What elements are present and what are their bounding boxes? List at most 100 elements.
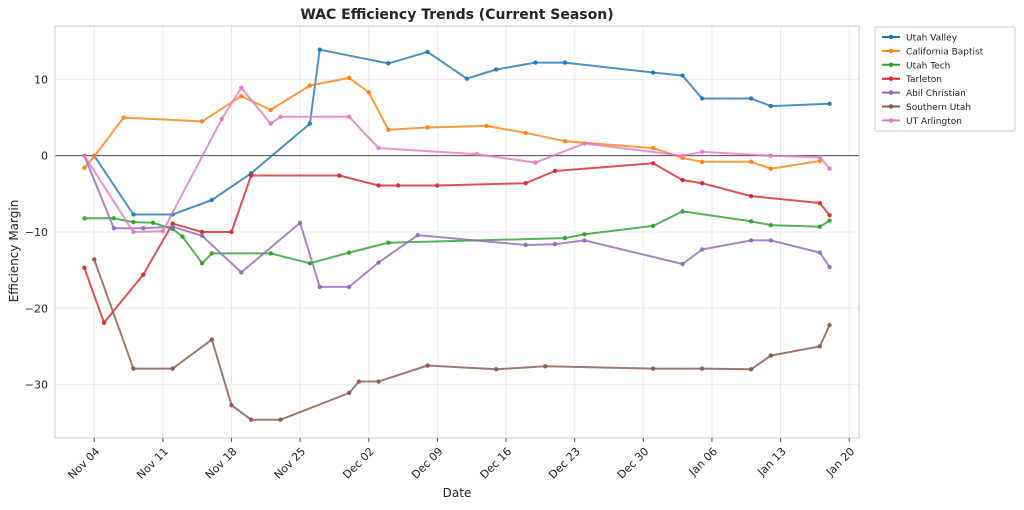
data-point — [748, 367, 754, 372]
data-point — [376, 183, 381, 188]
legend-marker — [888, 48, 894, 54]
y-tick-label: −30 — [25, 379, 48, 392]
y-tick-label: −20 — [25, 302, 48, 315]
data-point — [297, 220, 303, 226]
data-point — [386, 240, 391, 245]
series-utah-valley — [92, 47, 832, 217]
data-point — [494, 367, 499, 372]
x-tick-label: Nov 04 — [66, 445, 103, 482]
data-point — [317, 284, 322, 290]
data-point — [817, 250, 822, 255]
data-point — [239, 85, 244, 91]
x-tick-label: Dec 16 — [478, 445, 515, 482]
data-point — [131, 366, 136, 371]
data-point — [699, 159, 705, 165]
data-point — [268, 107, 273, 113]
data-point — [680, 261, 685, 267]
x-tick-labels: Nov 04 Nov 11 Nov 18 Nov 25 Dec 02 Dec 09 Dec … — [66, 438, 857, 482]
data-point — [768, 166, 773, 171]
data-point — [160, 229, 166, 234]
series-line — [93, 259, 831, 421]
data-point — [650, 145, 656, 151]
data-point — [748, 219, 754, 224]
data-point — [229, 402, 234, 408]
data-point — [533, 160, 538, 165]
legend-item: Southern Utah — [882, 103, 971, 113]
legend-label: Tarleton — [905, 75, 942, 85]
data-point — [827, 218, 832, 223]
data-point — [376, 379, 381, 384]
plot-frame — [54, 25, 860, 439]
data-point — [346, 250, 352, 255]
data-point — [680, 153, 685, 158]
data-point — [307, 121, 313, 126]
y-tick-label: −10 — [25, 226, 48, 239]
series-california-baptist — [82, 75, 822, 171]
data-point — [170, 366, 175, 371]
data-point — [307, 261, 313, 266]
data-point — [346, 390, 352, 396]
data-point — [170, 221, 175, 226]
legend-box — [874, 26, 1016, 132]
data-point — [337, 173, 342, 178]
series-line — [93, 48, 830, 216]
legend-item: Utah Tech — [882, 61, 950, 71]
data-point — [199, 229, 205, 235]
data-point — [680, 73, 685, 78]
data-point — [278, 417, 283, 422]
data-point — [484, 123, 489, 129]
data-point — [768, 103, 773, 109]
data-point — [386, 61, 391, 66]
data-point — [562, 139, 568, 144]
legend-label: Southern Utah — [906, 103, 971, 113]
data-point — [307, 83, 313, 88]
data-point — [425, 125, 430, 130]
data-point — [650, 161, 656, 166]
data-point — [376, 260, 381, 265]
data-point — [268, 121, 273, 126]
data-point — [827, 213, 832, 218]
legend-item: Tarleton — [882, 75, 942, 85]
legend: Utah Valley California Baptist Utah Tech Ta… — [874, 26, 1016, 132]
data-point — [150, 220, 156, 226]
x-tick-label: Nov 25 — [271, 445, 308, 482]
series-abil-christian — [82, 153, 832, 290]
data-point — [494, 67, 499, 72]
data-point — [768, 353, 773, 358]
data-point — [92, 257, 97, 262]
data-point — [523, 180, 528, 186]
series-line — [83, 162, 831, 324]
data-point — [464, 76, 470, 81]
data-point — [92, 154, 97, 159]
data-point — [366, 90, 371, 95]
series-layer — [82, 47, 832, 422]
data-point — [817, 200, 822, 206]
legend-item: Utah Valley — [882, 34, 958, 44]
data-point — [180, 234, 185, 239]
series-tarleton — [82, 161, 832, 325]
data-point — [543, 364, 548, 369]
legend-label: Abil Christian — [906, 89, 966, 99]
data-point — [552, 242, 558, 247]
y-axis-label: Efficiency Margin — [7, 200, 21, 303]
x-tick-label: Dec 02 — [340, 445, 377, 482]
legend-marker — [888, 34, 894, 40]
data-point — [346, 284, 352, 290]
data-point — [523, 242, 528, 248]
data-point — [209, 251, 215, 256]
data-point — [248, 417, 254, 422]
data-point — [680, 209, 685, 214]
data-point — [101, 320, 107, 325]
legend-item: California Baptist — [882, 47, 984, 57]
data-point — [229, 229, 234, 235]
legend-item: UT Arlington — [882, 117, 962, 127]
data-point — [131, 219, 136, 225]
legend-marker — [888, 90, 894, 95]
data-point — [680, 177, 685, 183]
data-point — [582, 238, 587, 243]
y-tick-label: 10 — [34, 73, 48, 86]
legend-marker — [888, 118, 894, 123]
x-tick-label: Jan 06 — [686, 445, 720, 479]
data-point — [699, 180, 705, 186]
data-point — [376, 145, 381, 151]
